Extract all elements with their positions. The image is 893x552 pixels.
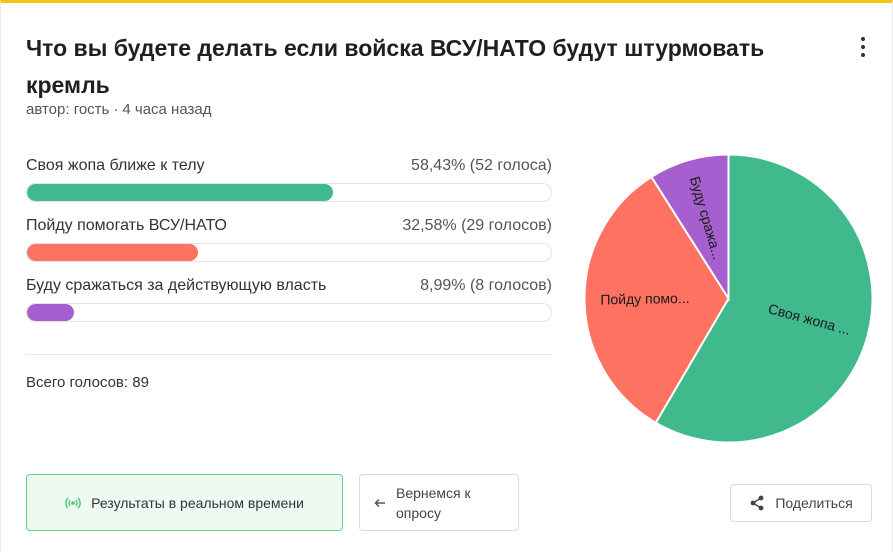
option-label: Буду сражаться за действующую власть (26, 277, 327, 294)
option-bar-fill (27, 304, 75, 321)
option-bar-fill (27, 244, 198, 261)
pie-slice (583, 175, 730, 425)
total-votes: Всего голосов: 89 (26, 374, 149, 391)
meta-separator: · (113, 101, 119, 118)
option-result: 58,43% (52 голоса) (411, 157, 552, 174)
poll-meta: автор: гость · 4 часа назад (26, 101, 211, 118)
poll-title: Что вы будете делать если войска ВСУ/НАТ… (26, 35, 765, 98)
poll-option: Пойду помогать ВСУ/НАТО 32,58% (29 голос… (26, 216, 552, 262)
live-results-label: Результаты в реальном времени (91, 494, 304, 511)
option-result: 32,58% (29 голосов) (402, 217, 552, 234)
pie-slice-label: Пойду помо... (600, 290, 689, 308)
option-result: 8,99% (8 голосов) (420, 277, 552, 294)
option-label: Пойду помогать ВСУ/НАТО (26, 217, 227, 234)
kebab-menu-icon[interactable] (856, 37, 870, 57)
option-bar-fill (27, 184, 334, 201)
results-pie-chart: Своя жопа ...Пойду помо...Буду сража... (583, 153, 874, 444)
divider (26, 354, 552, 355)
share-button[interactable]: Поделиться (730, 484, 872, 522)
option-bar-track (26, 303, 552, 322)
pie-slice (654, 153, 874, 444)
poll-author: автор: гость (26, 101, 110, 118)
poll-option: Своя жопа ближе к телу 58,43% (52 голоса… (26, 156, 552, 202)
broadcast-icon (65, 496, 81, 510)
arrow-left-icon (374, 498, 386, 508)
poll-time: 4 часа назад (122, 101, 212, 118)
option-bar-track (26, 243, 552, 262)
poll-option: Буду сражаться за действующую власть 8,9… (26, 276, 552, 322)
option-label: Своя жопа ближе к телу (26, 157, 205, 174)
share-label: Поделиться (775, 495, 853, 511)
live-results-button[interactable]: Результаты в реальном времени (26, 474, 343, 531)
back-to-poll-button[interactable]: Вернемся к опросу (359, 474, 519, 531)
share-icon (749, 495, 765, 511)
option-bar-track (26, 183, 552, 202)
pie-slice (650, 153, 730, 302)
back-to-poll-label: Вернемся к опросу (396, 484, 471, 521)
